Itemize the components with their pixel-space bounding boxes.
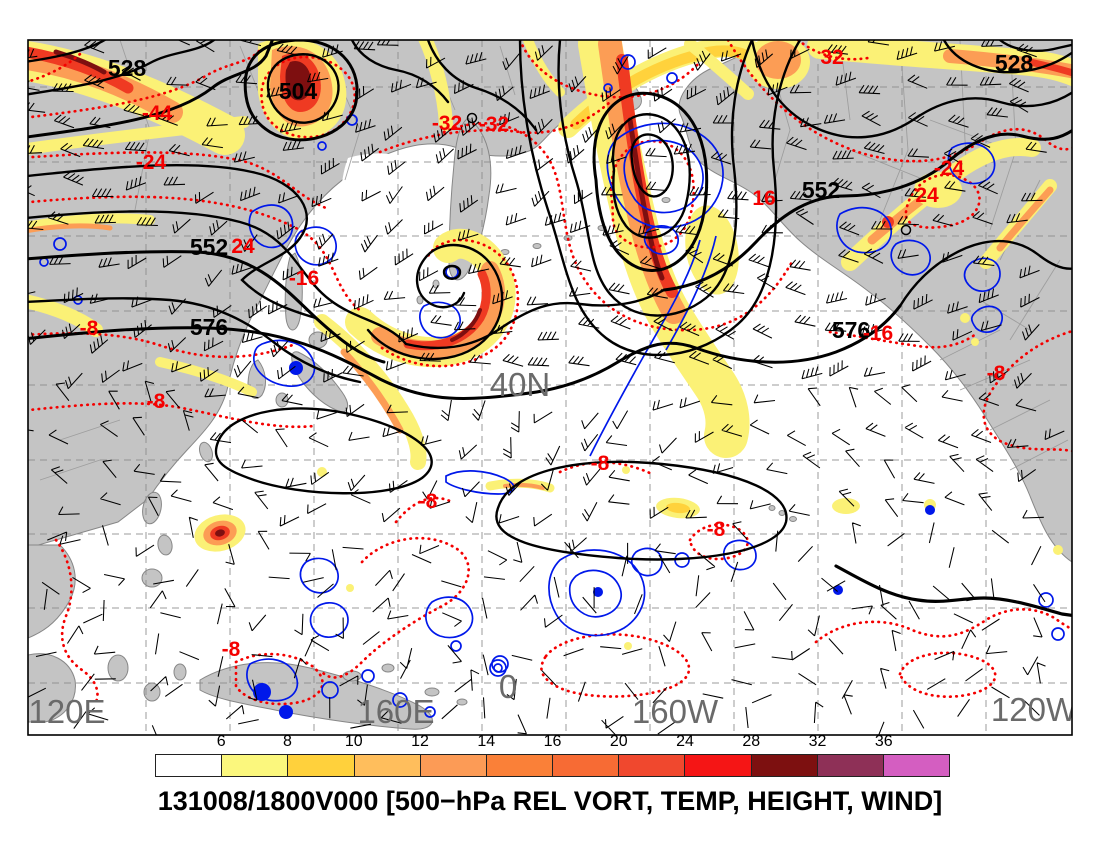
height-contours (28, 40, 1072, 618)
hawaii-3 (789, 516, 797, 522)
colorbar-tick-label: 36 (874, 733, 893, 750)
temperature-contour-label: -8 (591, 452, 610, 475)
temperature-contour-label: -8 (80, 317, 99, 340)
latlon-grid-label: 120E (28, 693, 105, 730)
island-dot-2 (424, 687, 440, 697)
colorbar-tick-label: 32 (808, 733, 827, 750)
hawaii-1 (768, 505, 776, 511)
colorbar-tick-row: 6 8 10 12 14 16 20 24 28 32 36 (155, 733, 950, 752)
colorbar-segment (685, 755, 752, 776)
temperature-contour-label: -44 (142, 102, 173, 125)
latlon-grid-label: 0 (499, 668, 517, 705)
height-contour-label: 552 (802, 177, 840, 203)
height-contour-label: 576 (190, 314, 228, 340)
temperature-contour-label: 24 (915, 184, 939, 207)
temperature-contour-label: -8 (147, 390, 166, 413)
latlon-grid-label: 160W (632, 693, 719, 730)
temperature-contour-label: -8 (987, 362, 1006, 385)
borneo (28, 653, 76, 723)
height-contour-label: 504 (279, 78, 318, 104)
latlon-grid-label: 160E (357, 693, 434, 730)
height-contour-label: 552 (190, 234, 228, 260)
colorbar-tick-label: 28 (742, 733, 761, 750)
temperature-contour-label: 16 (752, 187, 775, 210)
colorbar-tick-label: 16 (543, 733, 562, 750)
colorbar-segment (883, 755, 950, 776)
aleutian-6 (661, 197, 671, 203)
height-contour-label: 528 (108, 55, 147, 81)
colorbar-tick-label: 14 (477, 733, 496, 750)
colorbar-tick-label: 20 (609, 733, 628, 750)
sulawesi (107, 654, 129, 682)
latlon-grid-label: 40N (490, 366, 551, 403)
map-frame (27, 39, 1073, 736)
indochina (28, 544, 76, 639)
new-guinea (199, 662, 433, 730)
philippines-luzon (142, 491, 162, 525)
graticule (28, 40, 1072, 735)
temperature-contour-label: -32 (479, 113, 509, 136)
colorbar-segment (288, 755, 355, 776)
colorbar-segment (553, 755, 620, 776)
hawaii-2 (778, 510, 786, 516)
colorbar-tick-label: 12 (411, 733, 429, 750)
temperature-contour-label: -24 (934, 157, 965, 180)
kuril-1 (416, 295, 424, 305)
colorbar-tick-label: 24 (676, 733, 694, 750)
map-labels: 528504552576552576528-44-2424-16-8-8-32-… (28, 46, 1078, 730)
colorbar-tick-label: 10 (344, 733, 363, 750)
island-dot-1 (381, 663, 395, 673)
colorbar-segment (222, 755, 289, 776)
colorbar-tick-label: 8 (283, 733, 292, 750)
height-contour-label: 576 (832, 317, 870, 343)
height-contour-label: 528 (995, 50, 1034, 76)
philippines-visayas (157, 534, 173, 556)
temperature-contours (28, 40, 1072, 706)
colorbar-segment (486, 755, 554, 776)
temperature-contour-label: 24 (231, 235, 255, 258)
colorbar-segment (751, 755, 818, 776)
vorticity-colorbar (155, 754, 950, 777)
taiwan (199, 441, 213, 463)
colorbar-segment (156, 755, 223, 776)
wind-barbs (28, 40, 1065, 735)
aleutian-2 (532, 243, 542, 249)
temperature-contour-label: -24 (136, 151, 167, 174)
latlon-grid-label: 120W (991, 691, 1078, 728)
colorbar-segment (354, 755, 421, 776)
colorbar-tick-label: 6 (216, 733, 226, 750)
temperature-contour-label: -32 (432, 112, 462, 135)
temperature-contour-label: -16 (863, 322, 893, 345)
temperature-contour-label: -8 (707, 518, 726, 541)
temperature-contour-label: -16 (289, 267, 319, 290)
kuril-2 (432, 279, 440, 289)
colorbar-segment (817, 755, 884, 776)
colorbar-segment (420, 755, 487, 776)
halmahera (173, 663, 187, 681)
island-dot-3 (456, 698, 468, 706)
temperature-contour-label: 32 (820, 46, 843, 69)
chart-title: 131008/1800V000 [500−hPa REL VORT, TEMP,… (157, 786, 943, 816)
philippines-mindanao (141, 568, 163, 588)
temperature-contour-label: -8 (222, 638, 241, 661)
colorbar-segment (619, 755, 686, 776)
negative-vorticity-contours (39, 54, 1065, 719)
temperature-contour-label: -8 (419, 490, 438, 513)
